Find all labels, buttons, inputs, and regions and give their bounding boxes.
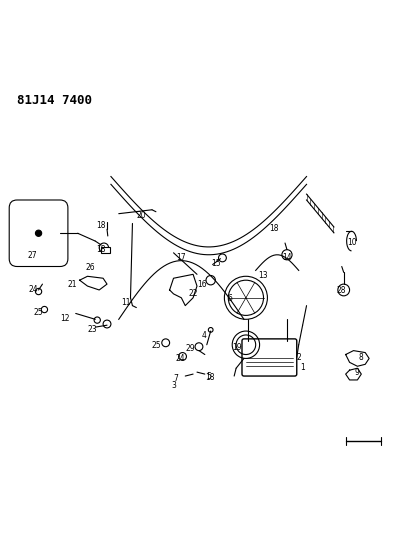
Text: 27: 27 (28, 251, 37, 260)
Text: 14: 14 (282, 253, 292, 262)
Text: 18: 18 (269, 224, 279, 233)
Text: 21: 21 (68, 280, 77, 288)
Text: 2: 2 (296, 353, 301, 362)
Text: 18: 18 (205, 374, 215, 383)
Text: 13: 13 (258, 271, 268, 280)
Text: 1: 1 (300, 362, 305, 372)
Text: 24: 24 (29, 285, 38, 294)
FancyBboxPatch shape (9, 200, 68, 266)
Text: 28: 28 (336, 286, 346, 295)
Text: 29: 29 (186, 344, 195, 353)
Text: 8: 8 (358, 353, 363, 362)
FancyBboxPatch shape (101, 247, 110, 253)
Text: 7: 7 (173, 374, 178, 383)
Text: 15: 15 (211, 259, 221, 268)
Text: 19: 19 (232, 343, 242, 352)
Text: 81J14 7400: 81J14 7400 (17, 94, 92, 107)
Text: 9: 9 (355, 368, 360, 377)
Text: 26: 26 (86, 263, 95, 272)
Text: 24: 24 (176, 354, 186, 363)
Text: 17: 17 (176, 253, 186, 262)
Text: 3: 3 (171, 381, 176, 390)
Text: 5: 5 (206, 373, 211, 381)
Text: 11: 11 (121, 298, 130, 307)
Circle shape (35, 230, 42, 236)
Text: 22: 22 (188, 288, 198, 297)
Text: 12: 12 (60, 313, 70, 322)
Text: 16: 16 (197, 280, 206, 288)
Text: 18: 18 (96, 245, 106, 254)
FancyBboxPatch shape (242, 339, 297, 376)
Text: 23: 23 (88, 325, 97, 334)
Text: 18: 18 (96, 221, 106, 230)
Text: 10: 10 (348, 238, 357, 247)
Text: 25: 25 (34, 308, 43, 317)
Text: 4: 4 (201, 331, 206, 340)
Text: 20: 20 (137, 211, 146, 220)
Text: 25: 25 (152, 341, 161, 350)
Text: 6: 6 (228, 294, 233, 303)
